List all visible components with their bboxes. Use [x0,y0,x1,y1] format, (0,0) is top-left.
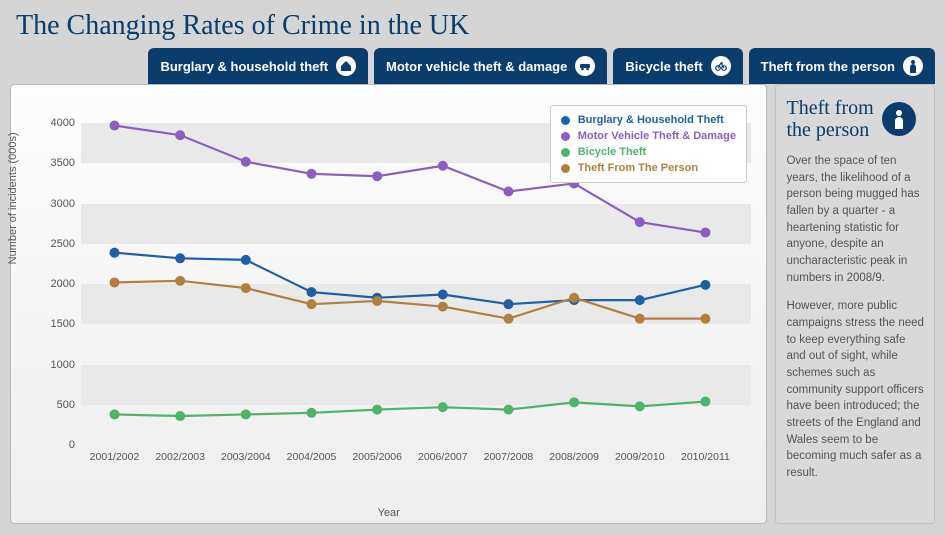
y-tick: 3000 [51,198,75,210]
series-marker [306,169,316,179]
series-marker [241,157,251,167]
y-tick: 1500 [51,318,75,330]
legend-label: Burglary & Household Theft [578,114,724,126]
series-marker [700,228,710,238]
side-paragraph-2: However, more public campaigns stress th… [786,298,924,481]
bike-icon [711,56,731,76]
tab-home[interactable]: Burglary & household theft [148,48,368,84]
legend-swatch [561,148,570,157]
series-marker [700,280,710,290]
legend-swatch [561,116,570,125]
legend-item: Theft From The Person [561,160,736,176]
series-marker [306,287,316,297]
series-marker [175,276,185,286]
car-icon [575,56,595,76]
legend-item: Burglary & Household Theft [561,112,736,128]
tab-label: Motor vehicle theft & damage [386,59,567,74]
y-tick: 2000 [51,278,75,290]
page-title: The Changing Rates of Crime in the UK [0,0,945,48]
series-marker [503,314,513,324]
series-marker [372,296,382,306]
tab-label: Burglary & household theft [160,59,328,74]
tab-car[interactable]: Motor vehicle theft & damage [374,48,607,84]
legend-item: Bicycle Theft [561,144,736,160]
series-marker [438,290,448,300]
home-icon [336,56,356,76]
series-marker [503,299,513,309]
series-marker [241,255,251,265]
legend-swatch [561,132,570,141]
y-tick: 1000 [51,359,75,371]
side-panel-title: Theft from the person [786,97,924,141]
side-panel: Theft from the person Over the space of … [775,84,935,524]
series-line [115,253,706,305]
series-marker [175,130,185,140]
series-marker [503,405,513,415]
tab-person[interactable]: Theft from the person [749,48,935,84]
series-marker [110,121,120,131]
series-marker [241,283,251,293]
y-tick: 0 [69,439,75,451]
series-marker [635,314,645,324]
series-line [115,402,706,416]
series-marker [569,293,579,303]
series-marker [110,409,120,419]
chart-legend: Burglary & Household Theft Motor Vehicle … [550,105,747,183]
series-marker [635,217,645,227]
series-marker [569,397,579,407]
legend-item: Motor Vehicle Theft & Damage [561,128,736,144]
series-marker [635,401,645,411]
series-marker [438,302,448,312]
chart-panel: Number of incidents (000s) Year 05001000… [10,84,767,524]
legend-label: Motor Vehicle Theft & Damage [578,130,736,142]
series-marker [175,411,185,421]
series-marker [306,299,316,309]
series-marker [700,397,710,407]
series-marker [700,314,710,324]
y-tick: 3500 [51,157,75,169]
person-icon [882,102,916,136]
series-marker [503,187,513,197]
tab-bar: Burglary & household theft Motor vehicle … [0,48,945,84]
series-marker [372,171,382,181]
side-paragraph-1: Over the space of ten years, the likelih… [786,153,924,286]
tab-label: Theft from the person [761,59,895,74]
y-tick: 500 [57,399,75,411]
legend-label: Theft From The Person [578,162,698,174]
chart-plot-area: 050010001500200025003000350040002001/200… [81,101,751,481]
series-marker [372,405,382,415]
legend-swatch [561,164,570,173]
legend-label: Bicycle Theft [578,146,646,158]
series-marker [110,248,120,258]
series-marker [175,253,185,263]
series-marker [306,408,316,418]
y-tick: 2500 [51,238,75,250]
tab-bike[interactable]: Bicycle theft [613,48,742,84]
series-marker [110,277,120,287]
series-marker [438,161,448,171]
series-marker [438,402,448,412]
person-icon [903,56,923,76]
series-marker [635,295,645,305]
series-marker [241,409,251,419]
tab-label: Bicycle theft [625,59,702,74]
x-axis-label: Year [378,507,400,519]
y-tick: 4000 [51,117,75,129]
y-axis-label: Number of incidents (000s) [7,132,19,264]
